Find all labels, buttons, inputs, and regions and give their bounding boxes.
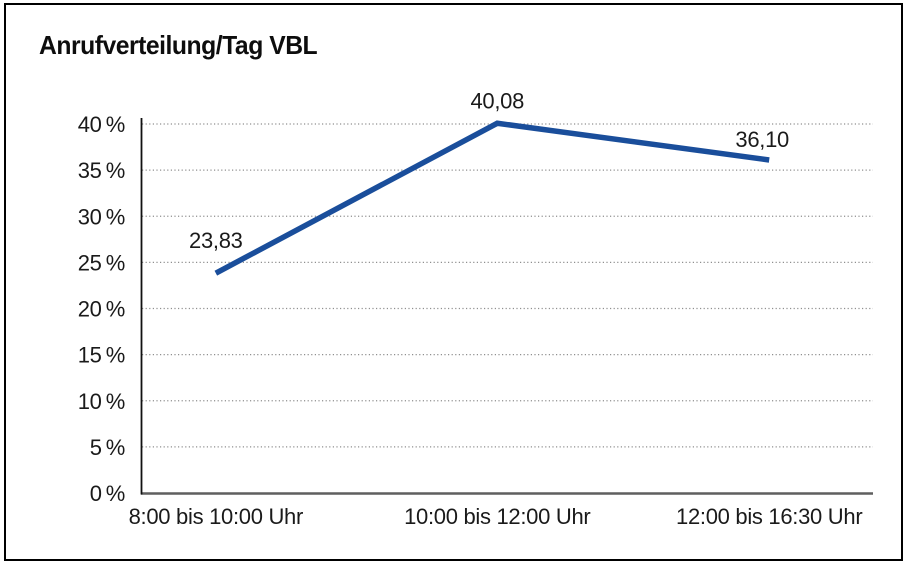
y-tick-label: 15 %: [78, 343, 125, 368]
y-tick-label: 25 %: [78, 250, 125, 275]
x-category-label: 10:00 bis 12:00 Uhr: [404, 504, 590, 529]
y-tick-label: 20 %: [78, 297, 125, 322]
data-point-label: 40,08: [470, 88, 524, 113]
y-tick-label: 35 %: [78, 158, 125, 183]
data-point-label: 36,10: [735, 127, 789, 152]
y-tick-label: 10 %: [78, 389, 125, 414]
x-category-label: 12:00 bis 16:30 Uhr: [676, 504, 862, 529]
data-point-label: 23,83: [189, 228, 243, 253]
y-tick-label: 5 %: [90, 435, 125, 460]
chart-frame: [4, 3, 903, 561]
chart-title: Anrufverteilung/Tag VBL: [39, 30, 318, 60]
data-line: [214, 120, 770, 276]
x-category-label: 8:00 bis 10:00 Uhr: [129, 504, 303, 529]
y-tick-label: 40 %: [78, 112, 125, 137]
y-tick-label: 0 %: [90, 481, 125, 506]
y-tick-label: 30 %: [78, 204, 125, 229]
